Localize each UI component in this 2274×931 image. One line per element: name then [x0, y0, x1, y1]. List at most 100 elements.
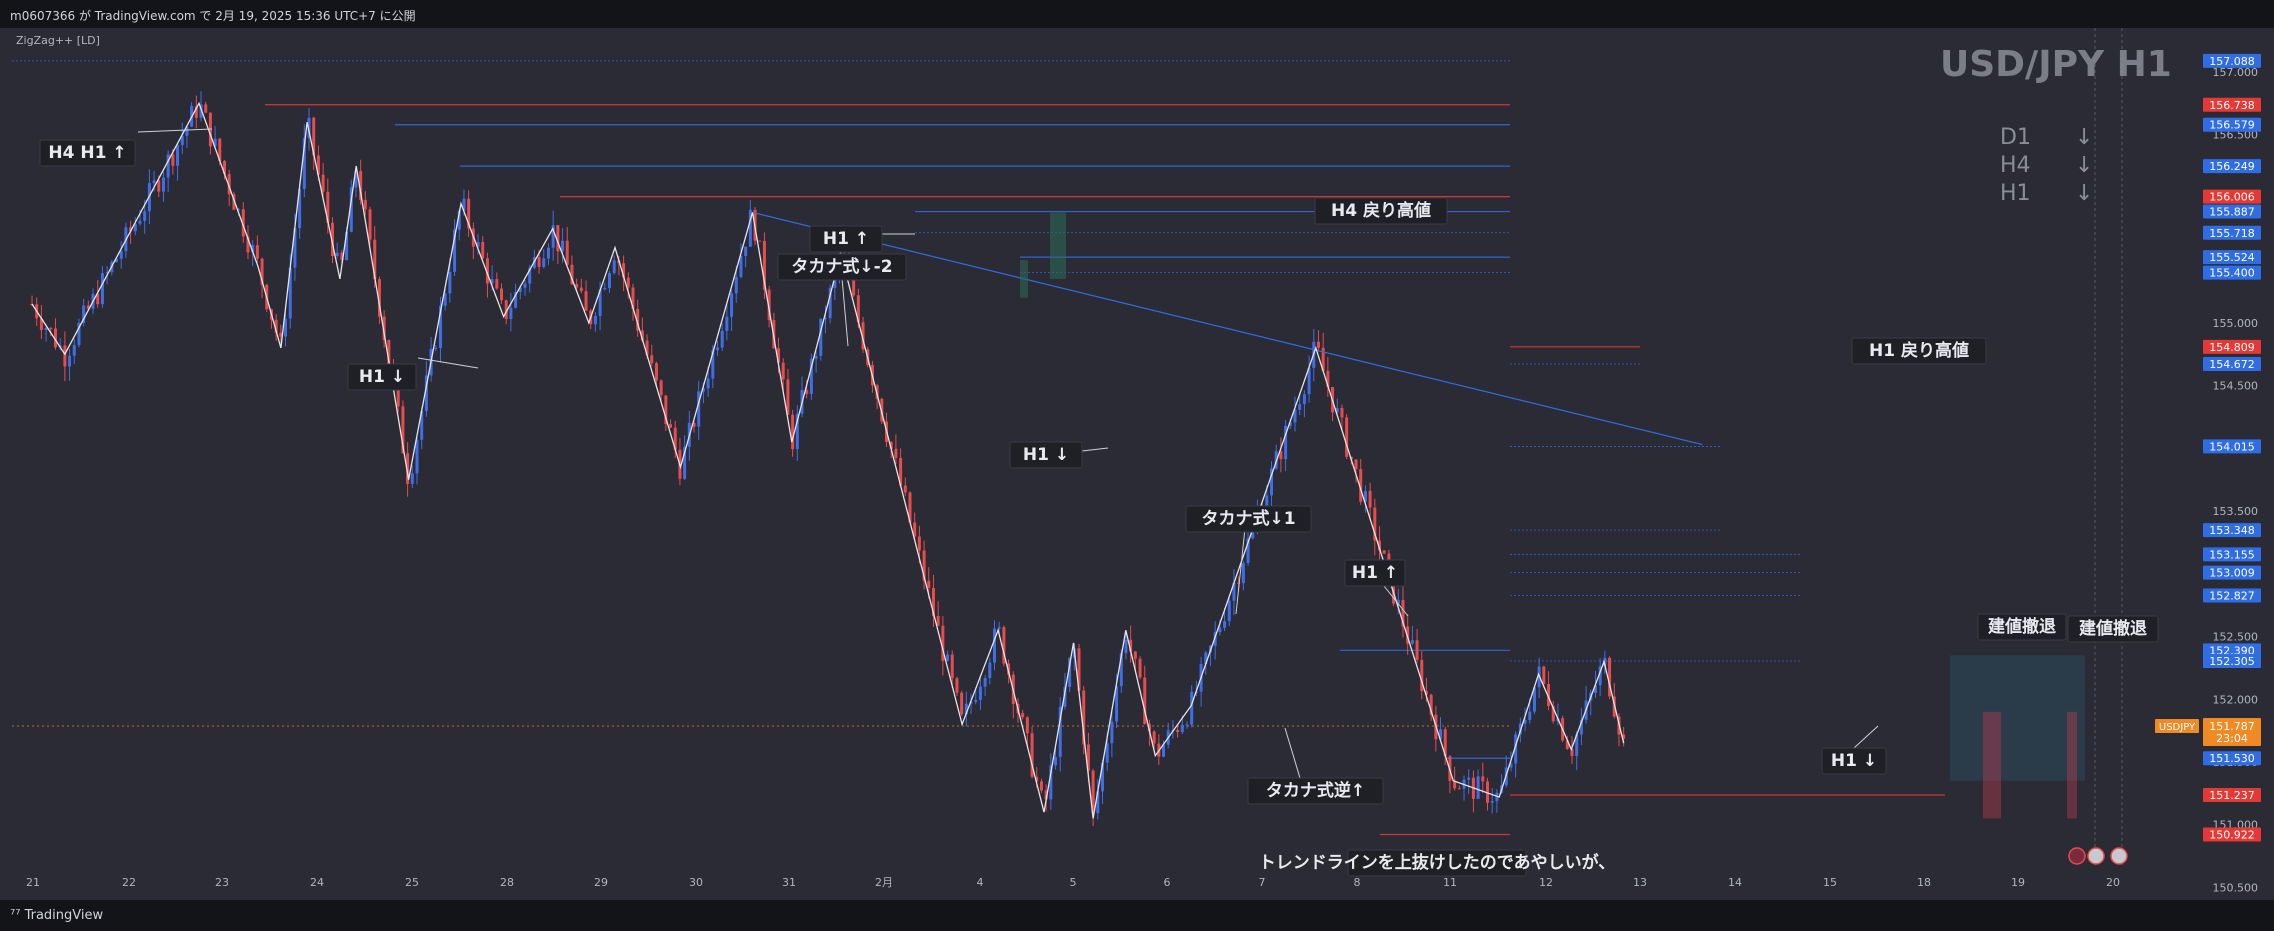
candle-body: [1100, 762, 1104, 792]
candle-body: [133, 223, 137, 232]
candle-body: [1481, 776, 1485, 782]
candle: [467, 190, 471, 237]
candle: [1096, 779, 1100, 820]
candle-body: [63, 345, 67, 367]
candle-body: [997, 627, 1001, 629]
candle: [166, 150, 170, 193]
candle-body: [795, 413, 799, 450]
candle: [744, 246, 748, 268]
candle: [349, 179, 353, 233]
candle: [82, 298, 86, 327]
candle-body: [654, 363, 658, 381]
candle: [1152, 730, 1156, 749]
candle-body: [161, 177, 165, 192]
annotation-callout: タカナ式↓1: [1185, 505, 1312, 615]
candle-body: [575, 284, 579, 288]
candle-body: [1514, 734, 1518, 764]
callout-leader: [137, 128, 213, 133]
x-tick-label: 21: [26, 876, 40, 889]
price-badge-label: 156.006: [2209, 191, 2255, 204]
candle-body: [115, 258, 119, 263]
x-tick-label: 28: [500, 876, 514, 889]
candle: [279, 324, 283, 343]
candle-body: [908, 492, 912, 523]
candle-body: [814, 355, 818, 359]
candle-body: [1340, 407, 1344, 418]
price-badge: 153.009: [2203, 565, 2261, 580]
candle-body: [922, 550, 926, 581]
candle-body: [969, 701, 973, 704]
candle-body: [1021, 712, 1025, 718]
candle-body: [434, 348, 438, 350]
candle: [1190, 685, 1194, 728]
y-tick-label: 157.000: [2213, 66, 2259, 79]
callout-box: [347, 363, 417, 391]
price-badge-label: 156.579: [2209, 119, 2255, 132]
callout-box: [1851, 337, 1987, 365]
candle: [161, 171, 165, 202]
event-flag: [2068, 847, 2086, 865]
economic-event-icon: [2068, 847, 2086, 865]
candle-body: [1532, 687, 1536, 712]
candle-body: [1119, 653, 1123, 687]
chart-area[interactable]: ZigZag++ [LD] 150.500151.000151.500152.0…: [0, 28, 2274, 900]
candle-body: [1359, 469, 1363, 502]
candle-body: [68, 355, 72, 367]
indicator-legend[interactable]: ZigZag++ [LD]: [16, 34, 100, 47]
candle-body: [805, 390, 809, 394]
candle: [1457, 785, 1461, 790]
candle: [495, 272, 499, 290]
candle-body: [443, 293, 447, 306]
candle: [1547, 671, 1551, 711]
candle: [194, 95, 198, 129]
price-badge: 150.922: [2203, 827, 2261, 842]
price-badge: 156.249: [2203, 159, 2261, 174]
candle: [100, 266, 104, 308]
price-badge-bg: [2203, 204, 2261, 219]
x-tick-label: 4: [977, 876, 984, 889]
candle-body: [72, 345, 76, 356]
candle-body: [946, 654, 950, 661]
callout-label: 建値撤退: [1988, 616, 2056, 637]
candle-body: [138, 220, 142, 224]
candle: [204, 101, 208, 114]
candle-body: [171, 154, 175, 166]
candle: [1241, 560, 1245, 591]
candle-body: [1091, 770, 1095, 814]
candle-body: [889, 442, 893, 449]
candle-body: [1457, 788, 1461, 790]
price-badge-bg: [2203, 250, 2261, 265]
candle: [434, 344, 438, 352]
time-axis: [0, 868, 2274, 900]
tradingview-logo[interactable]: ⁷⁷ TradingView: [10, 908, 103, 923]
candle-body: [899, 457, 903, 486]
callout-box: [1821, 747, 1887, 775]
candle-body: [1180, 724, 1184, 732]
candle: [321, 162, 325, 200]
y-tick-label: 152.500: [2213, 631, 2259, 644]
candle: [1143, 665, 1147, 725]
annotation-callout: H1 戻り高値: [1851, 337, 1987, 365]
candle: [1363, 485, 1367, 513]
price-chart[interactable]: 150.500151.000151.500152.000152.500153.5…: [0, 28, 2274, 900]
candle: [500, 283, 504, 305]
candle: [1401, 586, 1405, 638]
candle-body: [777, 348, 781, 363]
candle-body: [396, 382, 400, 407]
candle: [622, 255, 626, 292]
candle: [908, 491, 912, 525]
candle: [1415, 629, 1419, 664]
candle: [1608, 656, 1612, 700]
candle: [1570, 736, 1574, 765]
candle: [960, 690, 964, 717]
candle-body: [1528, 711, 1532, 720]
candle-body: [335, 252, 339, 257]
candle-body: [1096, 791, 1100, 814]
candle: [1462, 775, 1466, 801]
candle-body: [495, 279, 499, 289]
candle-body: [734, 276, 738, 294]
candle: [213, 125, 217, 149]
candle-body: [49, 328, 53, 330]
candle: [443, 288, 447, 311]
candle-body: [227, 174, 231, 195]
